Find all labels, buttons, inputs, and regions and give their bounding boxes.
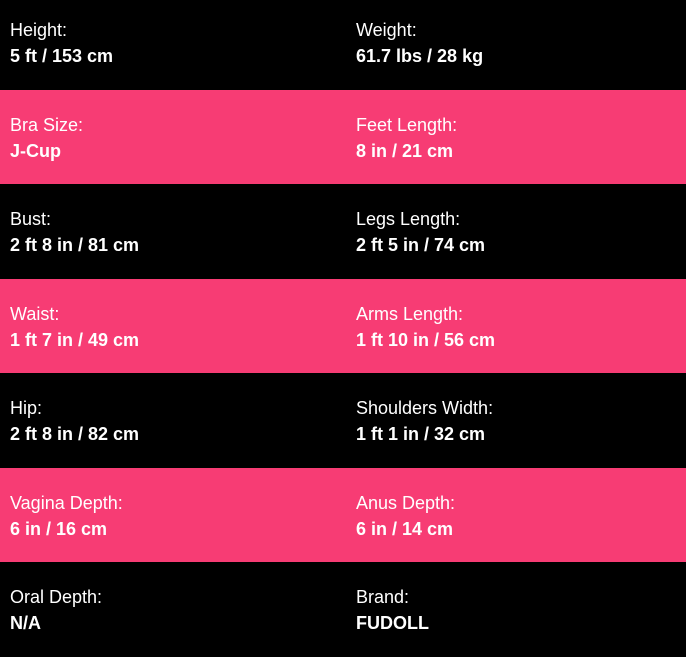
spec-label: Height: bbox=[10, 20, 68, 40]
spec-label: Anus Depth: bbox=[356, 492, 456, 513]
spec-cell: Vagina Depth: 6 in / 16 cm bbox=[0, 468, 346, 563]
spec-row: Bra Size: J-Cup Feet Length: 8 in / 21 cm bbox=[0, 89, 686, 185]
spec-cell: Legs Length: 2 ft 5 in / 74 cm bbox=[346, 184, 686, 279]
spec-cell: Anus Depth: 6 in / 14 cm bbox=[346, 468, 686, 563]
spec-cell: Bra Size: J-Cup bbox=[0, 90, 346, 185]
spec-label: Waist: bbox=[10, 303, 60, 324]
spec-value: 6 in / 14 cm bbox=[356, 518, 454, 539]
spec-label: Vagina Depth: bbox=[10, 492, 123, 513]
spec-cell: Height: 5 ft / 153 cm bbox=[0, 0, 346, 90]
spec-cell: Waist: 1 ft 7 in / 49 cm bbox=[0, 279, 346, 374]
spec-label: Weight: bbox=[356, 20, 417, 40]
spec-value: 1 ft 1 in / 32 cm bbox=[356, 424, 486, 444]
spec-label: Hip: bbox=[10, 398, 43, 418]
spec-label: Arms Length: bbox=[356, 303, 464, 324]
spec-value: 2 ft 8 in / 81 cm bbox=[10, 235, 140, 255]
spec-label: Brand: bbox=[356, 587, 410, 607]
spec-value: J-Cup bbox=[10, 140, 61, 161]
spec-cell: Feet Length: 8 in / 21 cm bbox=[346, 90, 686, 185]
spec-row: Vagina Depth: 6 in / 16 cm Anus Depth: 6 in… bbox=[0, 467, 686, 563]
spec-cell: Weight: 61.7 lbs / 28 kg bbox=[346, 0, 686, 90]
spec-value: N/A bbox=[10, 613, 41, 633]
spec-cell: Bust: 2 ft 8 in / 81 cm bbox=[0, 184, 346, 279]
spec-row: Hip: 2 ft 8 in / 82 cm Shoulders Width: 1 f… bbox=[0, 373, 686, 468]
spec-value: 61.7 lbs / 28 kg bbox=[356, 46, 484, 66]
spec-cell: Oral Depth: N/A bbox=[0, 562, 346, 657]
spec-value: 2 ft 5 in / 74 cm bbox=[356, 235, 486, 255]
spec-value: FUDOLL bbox=[356, 613, 429, 633]
spec-label: Bust: bbox=[10, 209, 52, 229]
spec-value: 2 ft 8 in / 82 cm bbox=[10, 424, 140, 444]
spec-value: 1 ft 7 in / 49 cm bbox=[10, 329, 140, 350]
spec-row: Waist: 1 ft 7 in / 49 cm Arms Length: 1 ft … bbox=[0, 278, 686, 374]
spec-value: 1 ft 10 in / 56 cm bbox=[356, 329, 496, 350]
spec-cell: Hip: 2 ft 8 in / 82 cm bbox=[0, 373, 346, 468]
spec-cell: Brand: FUDOLL bbox=[346, 562, 686, 657]
spec-label: Feet Length: bbox=[356, 114, 458, 135]
spec-label: Bra Size: bbox=[10, 114, 84, 135]
spec-row: Oral Depth: N/A Brand: FUDOLL bbox=[0, 562, 686, 657]
spec-value: 5 ft / 153 cm bbox=[10, 46, 114, 66]
spec-value: 8 in / 21 cm bbox=[356, 140, 454, 161]
spec-label: Oral Depth: bbox=[10, 587, 103, 607]
spec-value: 6 in / 16 cm bbox=[10, 518, 108, 539]
spec-cell: Arms Length: 1 ft 10 in / 56 cm bbox=[346, 279, 686, 374]
spec-row: Height: 5 ft / 153 cm Weight: 61.7 lbs / 28… bbox=[0, 0, 686, 90]
spec-row: Bust: 2 ft 8 in / 81 cm Legs Length: 2 ft 5… bbox=[0, 184, 686, 279]
spec-cell: Shoulders Width: 1 ft 1 in / 32 cm bbox=[346, 373, 686, 468]
spec-label: Shoulders Width: bbox=[356, 398, 494, 418]
spec-label: Legs Length: bbox=[356, 209, 461, 229]
